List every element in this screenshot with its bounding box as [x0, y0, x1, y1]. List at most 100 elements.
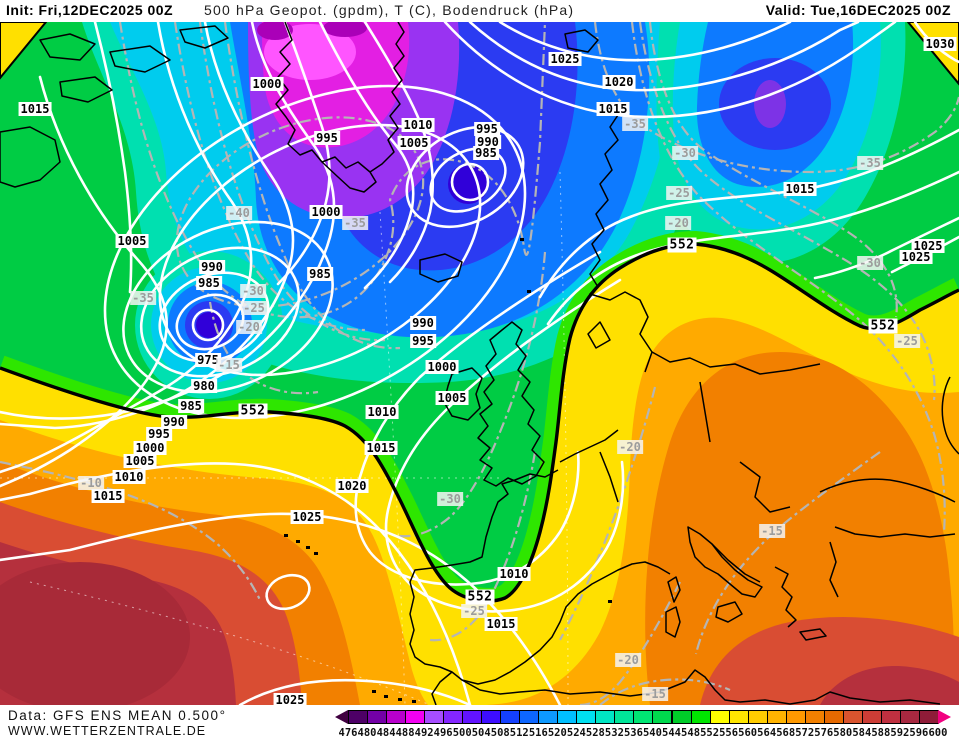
- pressure-label: 1010: [401, 118, 435, 132]
- pressure-label: 985: [473, 146, 499, 160]
- map-area: 1015 1000 1005 990 995 1000 1010 1005 995 990 985 1…: [0, 22, 959, 707]
- pressure-label: 1020: [602, 75, 636, 89]
- pressure-label: 1025: [911, 239, 945, 253]
- colorbar-tick-label: 532: [604, 727, 624, 739]
- temperature-label: -15: [759, 524, 785, 538]
- colorbar-tick-label: 552: [700, 727, 720, 739]
- geopotential-label: 552: [465, 589, 495, 605]
- small-islands: [284, 238, 612, 703]
- init-time-label: Init: Fri,12DEC2025 00Z: [6, 2, 174, 18]
- colorbar-swatch: [804, 710, 825, 724]
- temperature-label: -25: [461, 604, 487, 618]
- colorbar-swatch: [785, 710, 806, 724]
- colorbar-swatch: [386, 710, 407, 724]
- pressure-label: 1015: [484, 617, 518, 631]
- temperature-label: -35: [622, 117, 648, 131]
- colorbar-swatch: [861, 710, 882, 724]
- colorbar-left-arrow: [335, 710, 348, 724]
- colorbar-tick-label: 476: [338, 727, 358, 739]
- colorbar-tick-label: 516: [528, 727, 548, 739]
- pressure-label: 1010: [112, 470, 146, 484]
- temperature-label: -25: [241, 301, 267, 315]
- temperature-label: -35: [857, 156, 883, 170]
- colorbar-swatch: [690, 710, 711, 724]
- colorbar-swatch: [842, 710, 863, 724]
- colorbar-tick-label: 536: [623, 727, 643, 739]
- pressure-label: 980: [191, 379, 217, 393]
- temperature-label: -30: [437, 492, 463, 506]
- pressure-label: 995: [410, 334, 436, 348]
- header-bar: Init: Fri,12DEC2025 00Z 500 hPa Geopot. …: [0, 0, 959, 22]
- colorbar-swatch: [595, 710, 616, 724]
- colorbar-tick-label: 492: [414, 727, 434, 739]
- colorbar-swatch: [880, 710, 901, 724]
- temperature-label: -40: [226, 206, 252, 220]
- colorbar-swatch: [633, 710, 654, 724]
- pressure-label: 1015: [783, 182, 817, 196]
- temperature-contours: [0, 22, 959, 705]
- pressure-label: 1010: [497, 567, 531, 581]
- pressure-label: 1000: [425, 360, 459, 374]
- temperature-label: -20: [617, 440, 643, 454]
- valid-time-label: Valid: Tue,16DEC2025 00Z: [765, 2, 951, 18]
- colorbar-right-arrow: [937, 710, 951, 724]
- colorbar-swatch: [538, 710, 559, 724]
- temperature-label: -30: [672, 146, 698, 160]
- colorbar: 476 480 484 488 492 496 500 504 508 512 516 520 524 5…: [0, 705, 959, 741]
- pressure-label: 1015: [91, 489, 125, 503]
- colorbar-swatch: [443, 710, 464, 724]
- colorbar-tick-label: 488: [395, 727, 415, 739]
- colorbar-tick-label: 500: [452, 727, 472, 739]
- colorbar-tick-label: 556: [719, 727, 739, 739]
- colorbar-swatch: [348, 710, 369, 724]
- colorbar-swatch: [462, 710, 483, 724]
- colorbar-tick-label: 520: [547, 727, 567, 739]
- pressure-label: 1005: [123, 454, 157, 468]
- colorbar-tick-label: 560: [738, 727, 758, 739]
- cold-air-bands: [70, 22, 906, 399]
- graticule: [0, 171, 569, 705]
- temperature-label: -25: [894, 334, 920, 348]
- colorbar-swatch: [519, 710, 540, 724]
- temperature-label: -10: [78, 476, 104, 490]
- pressure-label: 1025: [273, 693, 307, 707]
- colorbar-tick-label: 548: [681, 727, 701, 739]
- colorbar-tick-label: 504: [471, 727, 491, 739]
- colorbar-tick-label: 528: [585, 727, 605, 739]
- pressure-label: 985: [307, 267, 333, 281]
- colorbar-swatch: [481, 710, 502, 724]
- colorbar-tick-label: 596: [909, 727, 929, 739]
- colorbar-tick-label: 576: [814, 727, 834, 739]
- footer-bar: Data: GFS ENS MEAN 0.500° WWW.WETTERZENT…: [0, 705, 959, 741]
- pressure-label: 1025: [290, 510, 324, 524]
- pressure-label: 985: [196, 276, 222, 290]
- temperature-label: -30: [857, 256, 883, 270]
- colorbar-tick-label: 484: [376, 727, 396, 739]
- pressure-label: 1000: [309, 205, 343, 219]
- colorbar-swatch: [918, 710, 939, 724]
- pressure-label: 975: [195, 353, 221, 367]
- pressure-label: 995: [146, 427, 172, 441]
- temperature-label: -20: [665, 216, 691, 230]
- colorbar-swatch: [500, 710, 521, 724]
- map-label-layer: 1015 1000 1005 990 995 1000 1010 1005 995 990 985 1…: [0, 22, 959, 707]
- pressure-label: 1025: [899, 250, 933, 264]
- colorbar-tick-label: 496: [433, 727, 453, 739]
- colorbar-tick-label: 600: [928, 727, 948, 739]
- temperature-label: -35: [130, 291, 156, 305]
- pressure-label: 985: [178, 399, 204, 413]
- colorbar-tick-label: 568: [776, 727, 796, 739]
- colorbar-tick-label: 588: [871, 727, 891, 739]
- colorbar-tick-label: 508: [490, 727, 510, 739]
- temperature-label: -20: [236, 320, 262, 334]
- colorbar-swatch: [576, 710, 597, 724]
- colorbar-swatch: [652, 710, 673, 724]
- geopotential-label: 552: [238, 403, 268, 419]
- pressure-label: 1030: [923, 37, 957, 51]
- pressure-label: 1000: [133, 441, 167, 455]
- pressure-label: 990: [475, 135, 501, 149]
- chart-title: 500 hPa Geopot. (gpdm), T (C), Bodendruc…: [204, 2, 575, 18]
- colorbar-tick-label: 540: [642, 727, 662, 739]
- geopotential-label: 552: [868, 318, 898, 334]
